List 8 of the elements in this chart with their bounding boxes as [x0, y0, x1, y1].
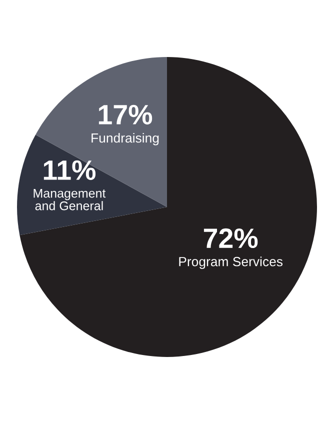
pie-slice — [17, 134, 167, 236]
slice-label: Fundraising — [92, 132, 159, 146]
slice-label: Program Services — [179, 256, 283, 269]
slice-label: Management and General — [34, 188, 106, 210]
pie-slice — [20, 57, 317, 357]
data-label: 17% — [98, 104, 152, 124]
data-label: 72% — [204, 228, 258, 248]
data-label: 11% — [44, 160, 96, 180]
